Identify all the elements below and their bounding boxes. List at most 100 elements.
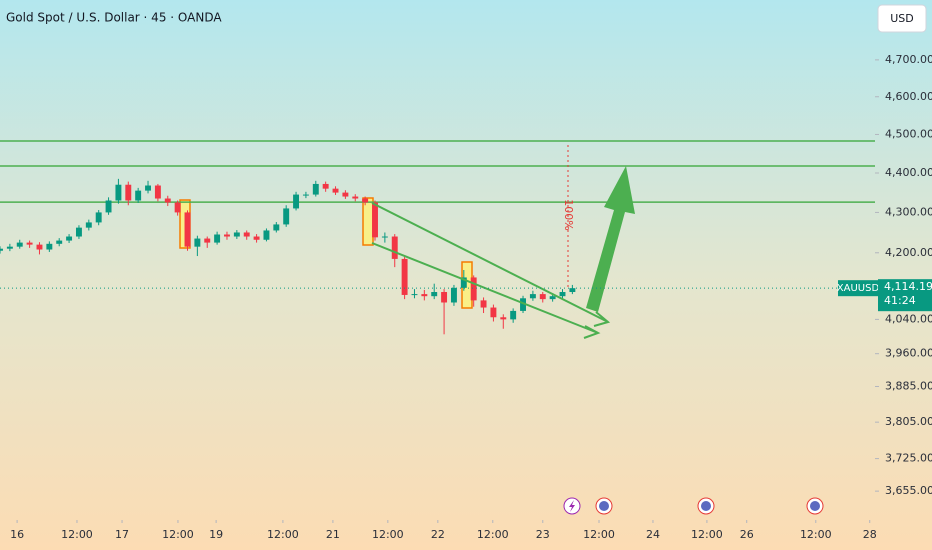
event-icon [701, 501, 711, 511]
countdown: 41:24 [884, 294, 916, 307]
candle-body [273, 224, 280, 231]
x-tick-label: 21 [326, 528, 340, 541]
x-tick-label: 16 [10, 528, 24, 541]
x-tick-label: 12:00 [800, 528, 832, 541]
highlight-box [362, 197, 374, 246]
candle-body [85, 222, 92, 228]
candle-body [450, 287, 457, 303]
candle-body [510, 310, 517, 320]
candle-body [332, 188, 339, 193]
x-tick-label: 24 [646, 528, 660, 541]
candle-body [0, 248, 3, 251]
candle-body [125, 184, 132, 201]
x-tick-label: 12:00 [267, 528, 299, 541]
candle-body [293, 194, 300, 209]
y-tick-label: 3,885.000 [885, 379, 932, 392]
candle-body [194, 238, 201, 247]
candle-body [569, 288, 576, 293]
overlay: 100% [371, 145, 635, 339]
x-tick-label: 12:00 [61, 528, 93, 541]
candle-body [135, 190, 142, 201]
candle-body [549, 296, 556, 300]
candle-body [263, 230, 270, 240]
candle-body [312, 183, 319, 195]
x-tick-label: 19 [209, 528, 223, 541]
trend-line [371, 202, 609, 323]
y-tick-label: 3,805.000 [885, 415, 932, 428]
event-icon [599, 501, 609, 511]
candle-body [539, 294, 546, 300]
candle-body [411, 294, 418, 296]
x-tick-label: 17 [115, 528, 129, 541]
candle-body [224, 234, 230, 237]
y-tick-label: 3,655.000 [885, 484, 932, 497]
price-tag: XAUUSD 4,114.19041:24 [0, 279, 932, 312]
candle-body [470, 277, 477, 301]
last-price-label: 4,114.190 [884, 280, 932, 293]
candle-body [559, 292, 566, 297]
y-tick-label: 3,725.000 [885, 452, 932, 465]
chart-title: Gold Spot / U.S. Dollar · 45 · OANDA [6, 11, 222, 25]
candle-body [164, 198, 171, 203]
candle-body [283, 208, 290, 225]
symbol-tag [838, 280, 878, 297]
up-arrow [586, 166, 635, 312]
candle-body [214, 234, 221, 243]
candle-body [421, 294, 428, 297]
candle-body [352, 196, 359, 199]
candle-body [362, 198, 369, 203]
candle-body [204, 238, 211, 243]
candle-body [500, 317, 507, 320]
candle-body [431, 292, 438, 297]
y-tick-label: 4,040.000 [885, 312, 932, 325]
y-tick-label: 3,960.000 [885, 347, 932, 360]
candle-body [6, 246, 13, 249]
candle-body [372, 202, 378, 238]
candle-body [381, 236, 388, 238]
candles [0, 178, 576, 335]
candle-body [115, 184, 122, 201]
y-tick-label: 4,500.000 [885, 127, 932, 140]
candle-body [36, 244, 43, 250]
candle-body [75, 227, 82, 237]
candle-body [16, 242, 23, 247]
price-box [878, 279, 932, 312]
candle-body [529, 294, 536, 299]
x-tick-label: 12:00 [162, 528, 194, 541]
candle-body [302, 194, 309, 196]
events [563, 497, 824, 515]
candle-body [95, 212, 102, 223]
y-tick-label: 4,700.000 [885, 53, 932, 66]
x-tick-label: 22 [431, 528, 445, 541]
arrow-head [583, 325, 601, 339]
y-tick-label: 4,300.000 [885, 205, 932, 218]
x-tick-label: 12:00 [372, 528, 404, 541]
x-tick-label: 26 [740, 528, 754, 541]
candle-body [154, 185, 161, 199]
candle-body [233, 232, 240, 237]
currency-button-label[interactable]: USD [890, 12, 914, 25]
x-tick-label: 12:00 [477, 528, 509, 541]
y-tick-label: 4,600.000 [885, 90, 932, 103]
candle-body [105, 200, 112, 213]
x-tick-label: 23 [536, 528, 550, 541]
candle-body [322, 183, 329, 189]
candle-body [145, 185, 151, 191]
x-tick-label: 12:00 [691, 528, 723, 541]
event-icon [810, 501, 820, 511]
y-tick-label: 4,400.000 [885, 166, 932, 179]
x-tick-label: 28 [863, 528, 877, 541]
y-tick-label: 4,200.000 [885, 246, 932, 259]
symbol-label: XAUUSD [837, 283, 880, 294]
annotation: 100% [562, 199, 575, 230]
candle-body [26, 242, 33, 245]
candle-body [490, 307, 497, 318]
candle-body [480, 300, 487, 308]
candle-body [342, 192, 349, 197]
candle-body [401, 258, 408, 295]
currency-button[interactable] [877, 4, 927, 33]
candle-body [243, 232, 250, 237]
x-tick-label: 12:00 [583, 528, 615, 541]
candle-body [56, 240, 63, 244]
